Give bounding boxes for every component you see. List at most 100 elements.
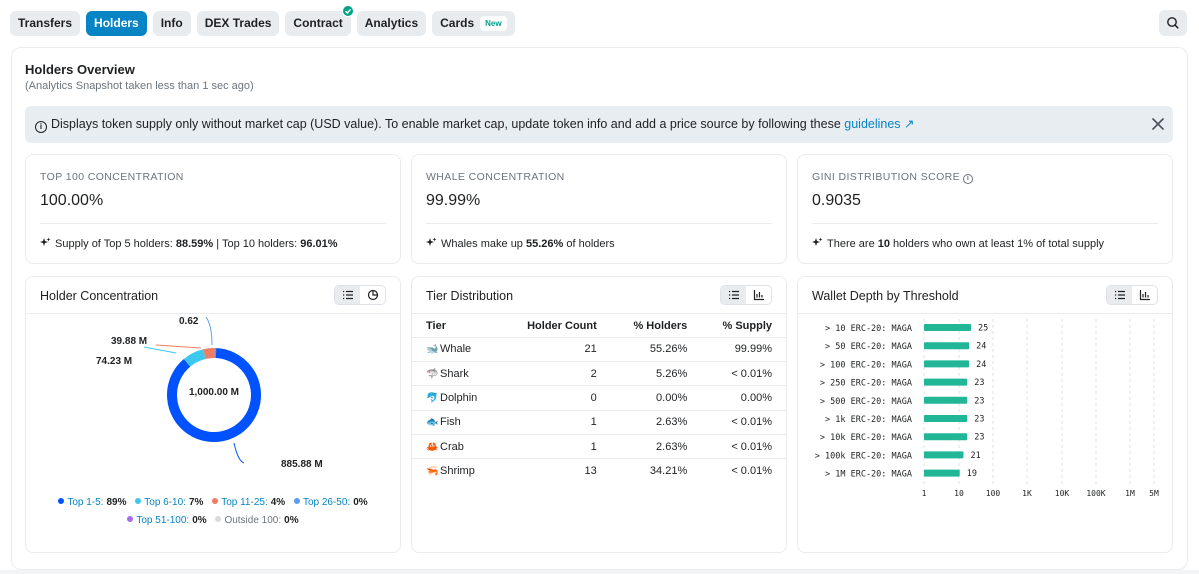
- divider: [426, 223, 772, 224]
- table-row: 🐟 Fish 1 2.63% < 0.01%: [412, 409, 786, 435]
- slice-top1-5[interactable]: [167, 348, 261, 442]
- tab-label: Transfers: [18, 16, 73, 30]
- tab-label: Contract: [293, 16, 343, 30]
- tab-cards[interactable]: Cards New: [432, 11, 515, 36]
- x-tick-label: 10: [954, 489, 964, 498]
- slice-label-top11-25: 39.88 M: [111, 336, 147, 347]
- overview-subtitle: (Analytics Snapshot taken less than 1 se…: [25, 80, 254, 92]
- bar-view-button[interactable]: [746, 286, 771, 304]
- pie-chart-icon: [367, 289, 378, 301]
- list-view-button[interactable]: [721, 286, 746, 304]
- shark-icon: 🦈: [426, 368, 439, 380]
- tier-distribution-panel: Tier Distribution Tier Holder Count % Ho…: [411, 276, 787, 553]
- bar-chart-icon: [753, 290, 764, 301]
- list-view-button[interactable]: [335, 286, 360, 304]
- donut-center-label: 1,000.00 M: [189, 387, 239, 398]
- metric-value: 0.9035: [812, 192, 861, 209]
- legend-item[interactable]: Outside 100: 0%: [215, 515, 299, 526]
- leader-line: [143, 346, 177, 354]
- crab-icon: 🦀: [426, 441, 439, 453]
- slice-top11-25[interactable]: [203, 348, 215, 360]
- info-icon[interactable]: i: [963, 174, 974, 184]
- shrimp-icon: 🦐: [426, 466, 439, 478]
- dolphin-icon: 🐬: [426, 392, 439, 404]
- bar-value-label: 23: [974, 433, 984, 443]
- legend-dot: [135, 498, 142, 504]
- legend-item[interactable]: Top 11-25: 4%: [212, 497, 285, 508]
- bar[interactable]: [924, 360, 970, 368]
- holder-concentration-donut: 1,000.00 M 885.88 M 74.23 M 39.88 M 0.62: [96, 316, 323, 470]
- bar[interactable]: [924, 396, 968, 404]
- list-icon: [728, 290, 739, 300]
- tab-dex-trades[interactable]: DEX Trades: [196, 11, 280, 36]
- fish-icon: 🐟: [426, 417, 439, 429]
- list-view-button[interactable]: [1107, 286, 1132, 304]
- tab-info[interactable]: Info: [152, 11, 191, 36]
- bar-value-label: 23: [974, 378, 984, 388]
- x-tick-label: 100: [986, 489, 1001, 498]
- slice-label-top1-5: 885.88 M: [281, 459, 323, 470]
- bar-value-label: 25: [978, 324, 988, 334]
- view-toggle: [1106, 285, 1158, 305]
- bar[interactable]: [924, 433, 968, 441]
- bar-view-button[interactable]: [1132, 286, 1157, 304]
- metric-label: TOP 100 CONCENTRATION: [40, 171, 184, 183]
- panel-title: Holder Concentration: [40, 289, 159, 303]
- guidelines-link-label: guidelines: [844, 117, 901, 131]
- divider: [412, 313, 786, 314]
- tab-analytics[interactable]: Analytics: [356, 11, 427, 36]
- bar-chart-icon: [1139, 290, 1150, 301]
- y-tick-label: > 50 ERC-20: MAGA: [825, 342, 912, 352]
- top100-concentration-card: TOP 100 CONCENTRATION 100.00% Supply of …: [25, 154, 401, 264]
- pie-view-button[interactable]: [360, 286, 385, 304]
- bar-value-label: 19: [967, 469, 977, 479]
- bar[interactable]: [924, 469, 960, 477]
- legend-dot: [127, 516, 134, 522]
- bar-value-label: 23: [974, 415, 984, 425]
- bar-value-label: 23: [974, 396, 984, 406]
- leader-line: [205, 316, 213, 346]
- legend-dot: [212, 498, 219, 504]
- x-tick-label: 5M: [1149, 489, 1159, 498]
- bar[interactable]: [924, 451, 964, 459]
- bar[interactable]: [924, 378, 968, 386]
- tab-holders[interactable]: Holders: [86, 11, 147, 36]
- divider: [812, 223, 1158, 224]
- table-row: 🦀 Crab 1 2.63% < 0.01%: [412, 434, 786, 459]
- sparkle-icon: [426, 237, 437, 246]
- bar-value-label: 24: [976, 342, 986, 352]
- legend-item[interactable]: Top 51-100: 0%: [127, 515, 207, 526]
- x-tick-label: 1: [922, 489, 927, 498]
- bar[interactable]: [924, 415, 968, 422]
- table-header-row: Tier Holder Count % Holders % Supply: [412, 315, 786, 337]
- view-toggle: [334, 285, 386, 305]
- close-icon[interactable]: [1151, 117, 1165, 131]
- overview-title: Holders Overview: [25, 62, 135, 77]
- legend-item[interactable]: Top 6-10: 7%: [135, 497, 203, 508]
- legend-item[interactable]: Top 26-50: 0%: [293, 497, 368, 508]
- x-tick-label: 100K: [1086, 489, 1105, 498]
- new-badge: New: [480, 16, 507, 31]
- table-row: 🦈 Shark 2 5.26% < 0.01%: [412, 360, 786, 386]
- legend-item[interactable]: Top 1-5: 89%: [58, 497, 126, 508]
- sparkle-icon: [40, 237, 51, 246]
- divider: [40, 223, 386, 224]
- tab-contract[interactable]: Contract: [285, 5, 354, 36]
- donut-legend-row1: Top 1-5: 89% Top 6-10: 7% Top 11-25: 4% Top…: [26, 497, 400, 508]
- search-icon: [1167, 17, 1179, 29]
- y-tick-label: > 100 ERC-20: MAGA: [820, 360, 912, 370]
- list-icon: [342, 290, 353, 300]
- search-button[interactable]: [1159, 10, 1187, 36]
- verified-check-icon: [341, 5, 354, 17]
- bar[interactable]: [924, 324, 971, 331]
- page-footer-strip: [0, 570, 1199, 574]
- slice-top6-10[interactable]: [183, 349, 206, 367]
- wallet-depth-chart: 1 10 100 1K 10K 100K 1M 5M > 10 ERC-20: MAGA 25 > …: [815, 319, 1159, 498]
- tab-transfers[interactable]: Transfers: [10, 11, 81, 36]
- column-header: Tier: [426, 319, 446, 332]
- guidelines-link[interactable]: guidelines ↗: [844, 117, 914, 131]
- metric-footnote: Whales make up 55.26% of holders: [426, 237, 615, 250]
- y-tick-label: > 1M ERC-20: MAGA: [825, 470, 912, 480]
- bar[interactable]: [924, 342, 970, 350]
- tab-label: Cards: [440, 16, 475, 30]
